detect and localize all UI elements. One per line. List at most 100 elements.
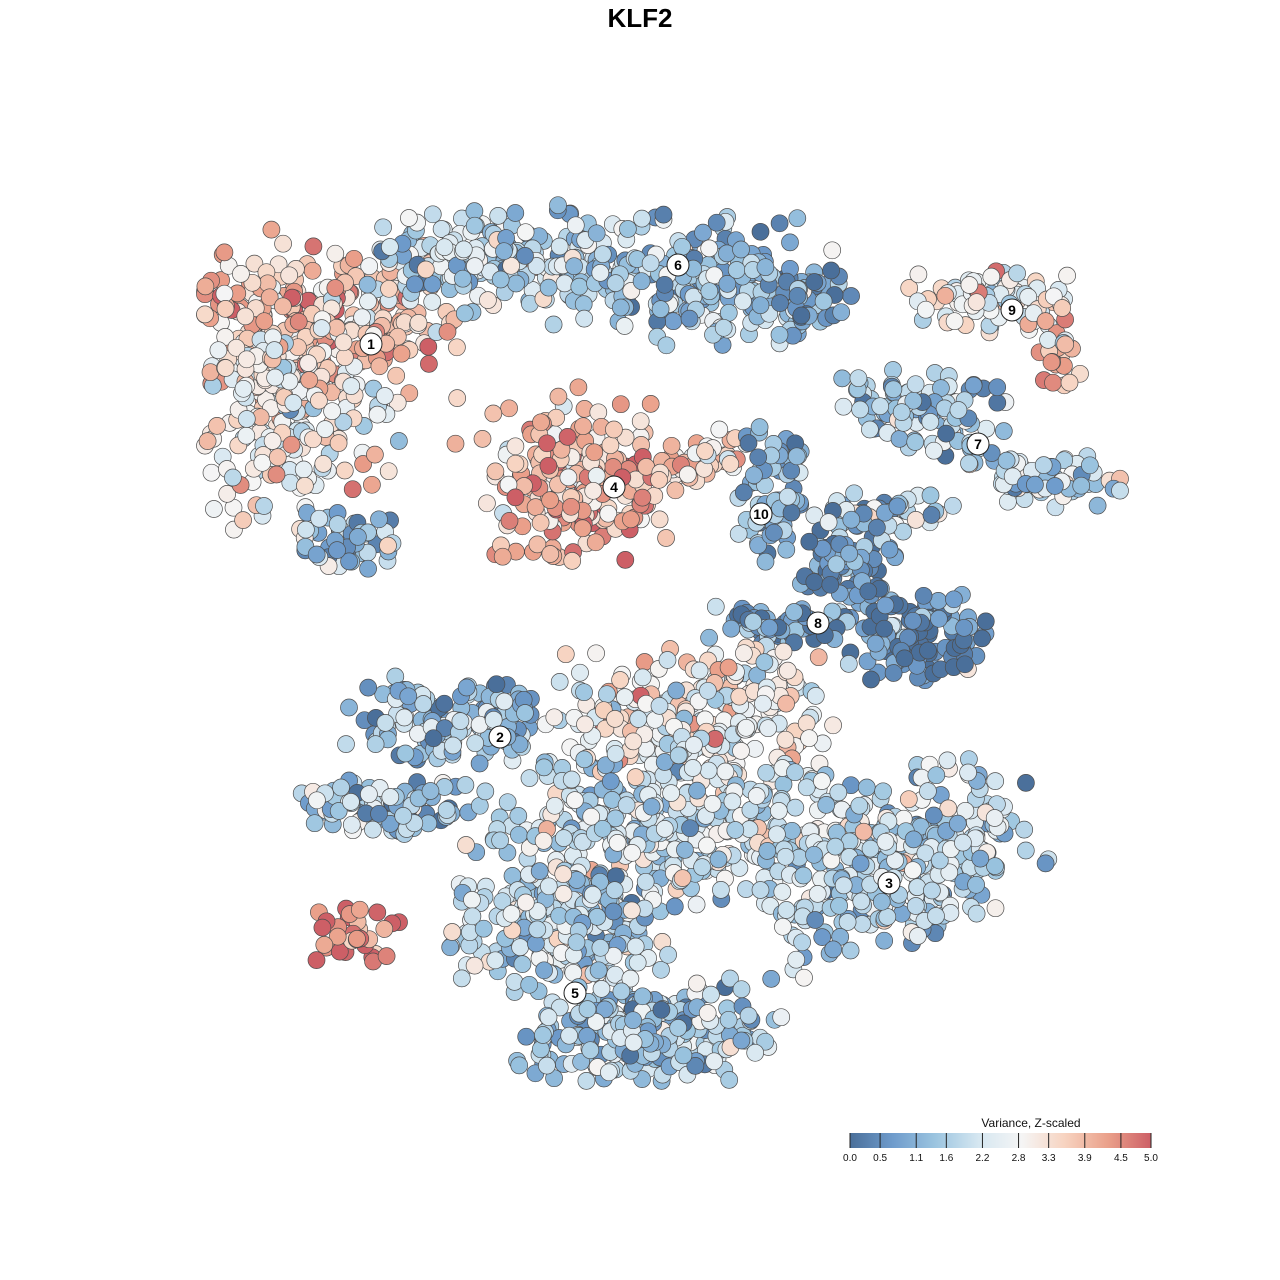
cell-point (556, 645, 575, 664)
cell-point (332, 778, 350, 797)
cell-point (531, 513, 550, 532)
cluster-label-text: 9 (1008, 302, 1016, 318)
cell-point (904, 861, 922, 880)
cell-point (808, 885, 827, 903)
cell-point (997, 451, 1016, 470)
cell-point (633, 488, 652, 507)
cell-point (1060, 373, 1079, 392)
cell-point (667, 681, 686, 700)
cell-point (759, 719, 777, 738)
cell-point (359, 559, 377, 578)
cell-point (375, 387, 394, 405)
cell-point (723, 792, 742, 811)
cell-point (719, 1010, 738, 1029)
cell-point (234, 511, 252, 529)
cell-point (824, 940, 843, 959)
cluster-label-badge (877, 871, 901, 895)
cluster-label-1: 1 (359, 332, 383, 356)
cell-point (771, 294, 789, 312)
cell-point (516, 223, 535, 242)
cell-point (353, 308, 371, 327)
cell-point (878, 908, 897, 926)
cell-point (824, 716, 842, 735)
cell-point (474, 919, 493, 938)
cell-point (274, 234, 292, 253)
cell-point (688, 781, 706, 800)
cell-point (693, 858, 711, 876)
cell-point (582, 807, 601, 826)
cell-point (419, 337, 438, 356)
cluster-label-badge (749, 502, 773, 526)
cell-point (737, 718, 755, 737)
cell-point (550, 673, 569, 691)
cell-point (875, 931, 894, 950)
cell-point (785, 603, 803, 621)
cell-point (364, 820, 382, 839)
cell-point (329, 434, 348, 452)
cluster-label-7: 7 (966, 432, 990, 456)
cell-point (446, 434, 465, 453)
cell-point (862, 670, 880, 689)
cell-point (916, 300, 935, 319)
cell-point (909, 927, 927, 945)
cell-point (444, 736, 462, 755)
cell-point (576, 715, 594, 734)
cell-point (786, 798, 805, 817)
cell-point (588, 908, 607, 926)
cell-point (502, 256, 520, 275)
cell-point (871, 397, 890, 416)
cell-point (754, 694, 772, 713)
cell-point (750, 418, 769, 436)
cluster-label-3: 3 (877, 871, 901, 895)
cell-point (500, 399, 518, 418)
cell-point (1044, 373, 1062, 392)
cell-point (669, 1019, 688, 1037)
cell-point (744, 612, 763, 631)
cell-point (570, 277, 589, 296)
cell-point (554, 865, 573, 883)
cell-point (349, 528, 367, 546)
cell-point (688, 974, 706, 993)
cell-point (544, 315, 563, 334)
cell-point (358, 275, 377, 294)
cell-point (633, 987, 652, 1006)
cell-point (390, 432, 408, 450)
cell-point (530, 862, 549, 880)
cell-point (683, 759, 702, 777)
cell-point (381, 788, 400, 806)
cell-point (237, 350, 256, 369)
cell-point (583, 885, 602, 904)
cell-point (448, 389, 467, 407)
cell-point (438, 322, 457, 341)
cell-point (423, 205, 442, 224)
cell-point (495, 242, 513, 261)
cell-point (876, 832, 895, 851)
legend-tick-label: 2.2 (975, 1153, 989, 1164)
cell-point (650, 471, 668, 489)
cell-point (732, 742, 750, 760)
cluster-label-badge (602, 475, 626, 499)
cell-point (786, 763, 804, 782)
cell-point (370, 357, 389, 376)
cell-point (316, 420, 334, 438)
cell-point (703, 795, 722, 813)
cell-point (851, 854, 870, 873)
legend-tick-label: 2.8 (1012, 1153, 1026, 1164)
cell-point (821, 575, 840, 594)
cell-point (280, 266, 299, 285)
cell-point (224, 468, 242, 487)
cell-point (914, 586, 933, 605)
cell-point (819, 513, 838, 532)
cluster-label-badge (1000, 298, 1024, 322)
cell-point (205, 500, 223, 518)
cell-point (605, 881, 624, 899)
cell-point (861, 839, 880, 858)
cell-point (652, 960, 670, 979)
cell-point (586, 533, 605, 552)
cell-point (593, 245, 612, 264)
cell-point (747, 787, 766, 805)
cell-point (348, 930, 366, 948)
cell-point (657, 336, 676, 355)
cell-point (584, 481, 603, 500)
